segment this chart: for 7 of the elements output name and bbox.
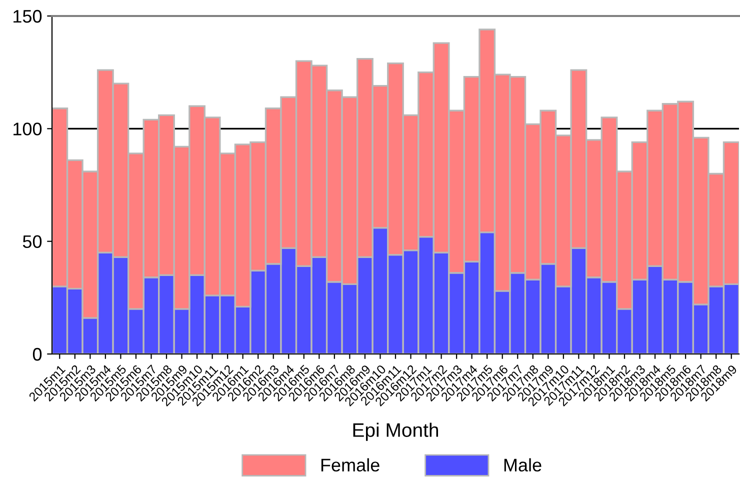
y-tick-label: 50 bbox=[22, 235, 42, 248]
y-tick-label: 150 bbox=[14, 10, 42, 23]
x-axis-title: Epi Month bbox=[353, 422, 438, 441]
legend-label: Female bbox=[321, 458, 380, 472]
y-tick-label: 100 bbox=[14, 122, 42, 136]
legend-label: Male bbox=[504, 458, 542, 472]
y-tick-label: 0 bbox=[32, 348, 42, 361]
